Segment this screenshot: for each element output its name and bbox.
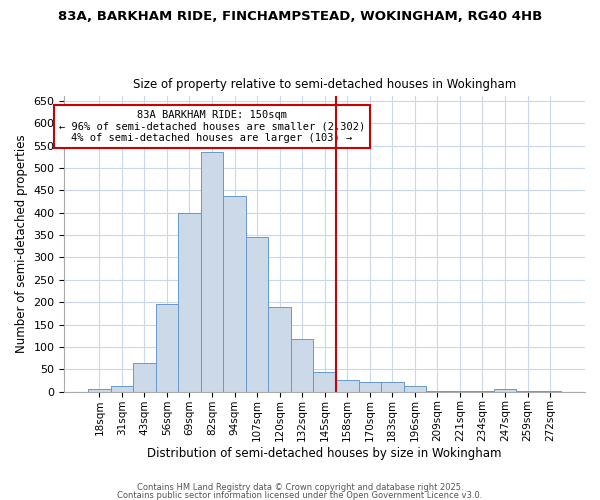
Bar bbox=[313, 372, 336, 392]
Bar bbox=[449, 391, 471, 392]
Bar bbox=[494, 390, 516, 392]
Bar bbox=[110, 386, 133, 392]
Bar bbox=[88, 390, 110, 392]
Bar bbox=[223, 196, 246, 392]
Title: Size of property relative to semi-detached houses in Wokingham: Size of property relative to semi-detach… bbox=[133, 78, 517, 91]
Text: 83A BARKHAM RIDE: 150sqm
← 96% of semi-detached houses are smaller (2,302)
4% of: 83A BARKHAM RIDE: 150sqm ← 96% of semi-d… bbox=[59, 110, 365, 143]
Bar bbox=[426, 391, 449, 392]
Text: Contains HM Land Registry data © Crown copyright and database right 2025.: Contains HM Land Registry data © Crown c… bbox=[137, 484, 463, 492]
Bar bbox=[404, 386, 426, 392]
Bar bbox=[381, 382, 404, 392]
Bar bbox=[516, 391, 539, 392]
Bar bbox=[471, 391, 494, 392]
X-axis label: Distribution of semi-detached houses by size in Wokingham: Distribution of semi-detached houses by … bbox=[148, 447, 502, 460]
Bar bbox=[155, 304, 178, 392]
Bar bbox=[201, 152, 223, 392]
Bar bbox=[268, 306, 291, 392]
Text: Contains public sector information licensed under the Open Government Licence v3: Contains public sector information licen… bbox=[118, 490, 482, 500]
Bar bbox=[359, 382, 381, 392]
Bar bbox=[246, 238, 268, 392]
Bar bbox=[336, 380, 359, 392]
Text: 83A, BARKHAM RIDE, FINCHAMPSTEAD, WOKINGHAM, RG40 4HB: 83A, BARKHAM RIDE, FINCHAMPSTEAD, WOKING… bbox=[58, 10, 542, 23]
Bar bbox=[133, 364, 155, 392]
Bar bbox=[178, 212, 201, 392]
Bar bbox=[291, 339, 313, 392]
Bar bbox=[539, 391, 562, 392]
Y-axis label: Number of semi-detached properties: Number of semi-detached properties bbox=[15, 134, 28, 354]
